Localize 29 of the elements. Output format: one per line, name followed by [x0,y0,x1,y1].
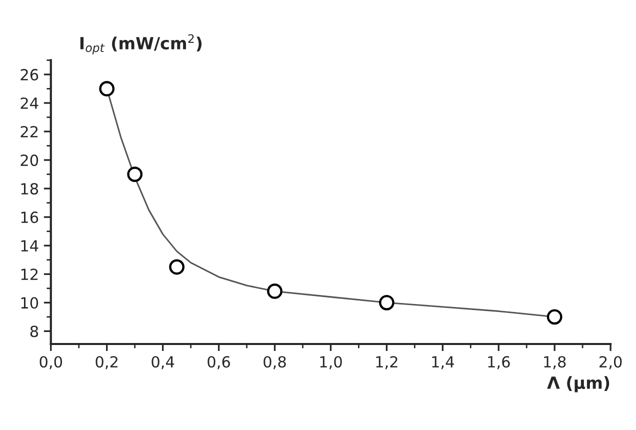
x-tick-label: 0,2 [96,356,118,370]
y-tick-label: 20 [20,154,38,166]
point [169,259,185,275]
point [267,284,282,299]
x-tick-label: 1,2 [376,356,398,370]
x-tick-label: 0,6 [208,356,230,370]
y-tick-label: 10 [21,297,38,309]
y-axis-title: I$_{opt}$ (mW/cm$^{2}$) [80,34,202,54]
y-tick-label: 24 [20,97,38,109]
point [99,81,115,96]
x-tick-label: 1,0 [320,356,342,370]
x-tick-label: 2,0 [600,356,622,370]
point [546,309,562,325]
y-tick-label: 26 [20,68,38,80]
y-tick-label: 18 [21,183,38,195]
point [127,166,143,182]
y-tick-label: 16 [21,212,38,224]
x-axis-title: Λ (μm) [547,376,610,392]
x-tick-label: 0,0 [40,356,62,370]
x-tick-label: 0,8 [264,356,286,370]
x-tick-label: 0,4 [152,356,174,370]
point [378,294,394,310]
y-tick-label: 14 [21,240,38,252]
x-tick-label: 1,4 [432,356,454,370]
y-tick-label: 22 [20,126,38,138]
y-tick-label: 8 [30,326,38,338]
x-tick-label: 1,8 [544,356,566,370]
y-tick-label: 12 [21,268,38,280]
x-tick-label: 1,6 [488,356,510,370]
